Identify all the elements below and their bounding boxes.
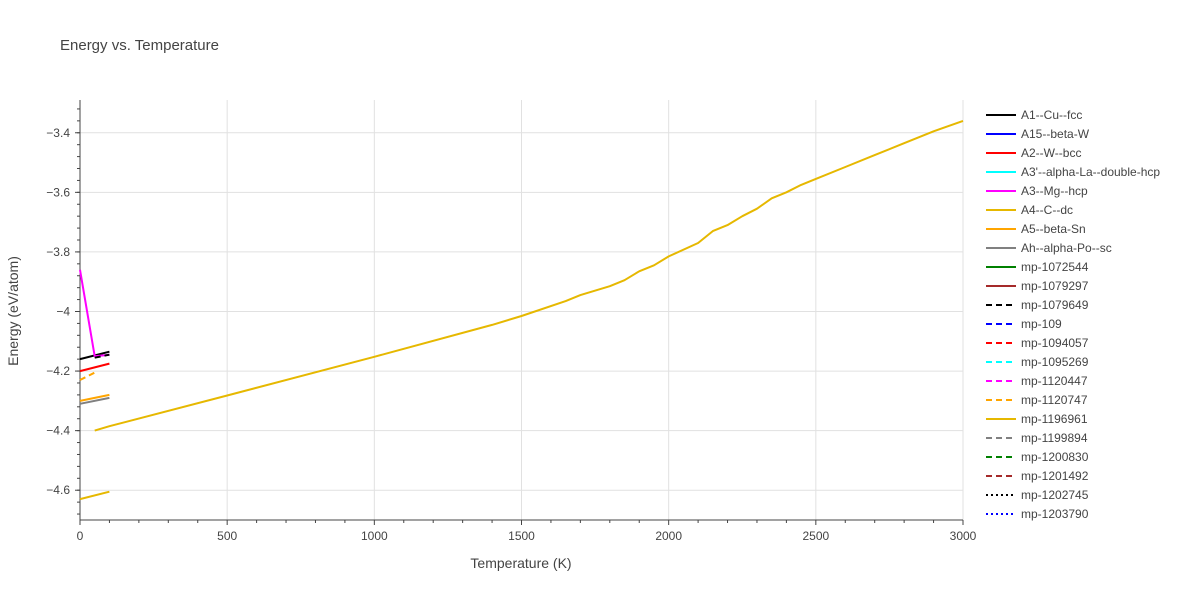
legend-entry-label[interactable]: mp-1199894: [1021, 431, 1088, 445]
legend-entry-label[interactable]: mp-1203790: [1021, 507, 1089, 521]
y-tick-label: −4.2: [46, 364, 70, 378]
x-tick-label: 1000: [361, 529, 388, 543]
grid-lines: [79, 100, 964, 520]
x-tick-label: 3000: [950, 529, 977, 543]
legend-entry-label[interactable]: mp-1202745: [1021, 488, 1089, 502]
legend-entry-label[interactable]: mp-1095269: [1021, 355, 1089, 369]
series-line-a3-mg-hcp: [79, 269, 110, 358]
legend-entry-label[interactable]: mp-1072544: [1021, 260, 1089, 274]
legend-entry-label[interactable]: A5--beta-Sn: [1021, 222, 1086, 236]
y-tick-label: −3.4: [46, 126, 70, 140]
series-line-a4-c-dc: [79, 490, 110, 501]
x-tick-label: 2500: [802, 529, 829, 543]
x-tick-label: 0: [77, 529, 84, 543]
legend-entry-label[interactable]: A3--Mg--hcp: [1021, 184, 1088, 198]
legend-entry-label[interactable]: A3'--alpha-La--double-hcp: [1021, 165, 1160, 179]
series-line-mp-1120747: [79, 371, 96, 381]
x-axis-label: Temperature (K): [470, 555, 571, 571]
chart-title: Energy vs. Temperature: [60, 37, 219, 54]
y-tick-label: −4.6: [46, 483, 70, 497]
legend-entry-label[interactable]: A15--beta-W: [1021, 127, 1090, 141]
x-tick-label: 2000: [655, 529, 682, 543]
series-line-a5-beta-sn: [79, 393, 110, 402]
legend-entry-label[interactable]: mp-1079649: [1021, 298, 1089, 312]
y-tick-label: −4.4: [46, 424, 70, 438]
axes: 0 500 1000 1500 2000 2500 3000 −3.4 −3.6 −3.8 −4 −4…: [46, 100, 977, 543]
legend-entry-label[interactable]: mp-1120447: [1021, 374, 1088, 388]
x-tick-label: 1500: [508, 529, 535, 543]
legend-entry-label[interactable]: Ah--alpha-Po--sc: [1021, 241, 1112, 255]
legend-entry-label[interactable]: A2--W--bcc: [1021, 146, 1081, 160]
series-line-mp-1079649: [94, 353, 110, 359]
y-axis-label: Energy (eV/atom): [5, 256, 21, 366]
y-tick-label: −3.8: [46, 245, 70, 259]
y-tick-label: −4: [56, 304, 70, 318]
legend-entry-label[interactable]: mp-1094057: [1021, 336, 1089, 350]
series-line-mp-1196961: [94, 119, 964, 432]
legend-entry-label[interactable]: mp-1196961: [1021, 412, 1088, 426]
legend-entry-label[interactable]: mp-1200830: [1021, 450, 1089, 464]
series-line-a2-w-bcc: [79, 362, 110, 373]
plot-area: [79, 119, 964, 501]
legend: A1--Cu--fcc A15--beta-W A2--W--bcc A3'--alp…: [986, 108, 1160, 521]
x-tick-label: 500: [217, 529, 237, 543]
legend-entry-label[interactable]: mp-1201492: [1021, 469, 1089, 483]
legend-entry-label[interactable]: mp-109: [1021, 317, 1062, 331]
legend-entry-label[interactable]: A4--C--dc: [1021, 203, 1073, 217]
series-line-ah-alpha-po-sc: [79, 396, 110, 405]
y-tick-label: −3.6: [46, 185, 70, 199]
legend-entry-label[interactable]: A1--Cu--fcc: [1021, 108, 1082, 122]
legend-entry-label[interactable]: mp-1079297: [1021, 279, 1089, 293]
legend-entry-label[interactable]: mp-1120747: [1021, 393, 1088, 407]
